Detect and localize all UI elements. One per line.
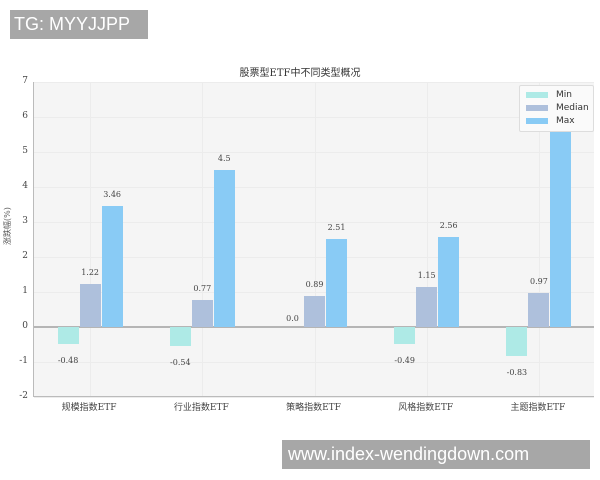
bar-max <box>550 99 572 327</box>
value-label: 3.46 <box>103 189 121 199</box>
legend: Min Median Max <box>519 85 594 132</box>
y-axis-label: 涨跌幅(%) <box>3 207 12 245</box>
value-label: 4.5 <box>217 153 231 163</box>
x-tick-label: 行业指数ETF <box>173 403 229 413</box>
zero-line <box>34 326 594 328</box>
grid-line <box>34 152 594 153</box>
watermark-bottom: www.index-wendingdown.com <box>282 440 590 469</box>
bar-max <box>101 205 123 327</box>
bar-max <box>438 237 460 327</box>
value-label: 0.77 <box>193 284 212 294</box>
value-label: -0.54 <box>170 357 191 367</box>
bar-median <box>528 293 550 327</box>
value-label: -0.48 <box>57 355 79 365</box>
grid-line <box>34 117 594 118</box>
legend-label: Min <box>556 90 572 100</box>
bar-median <box>304 295 325 327</box>
bar-min <box>394 327 416 345</box>
grid-line <box>426 82 428 396</box>
value-label: -0.49 <box>394 356 415 366</box>
value-label: -0.83 <box>506 368 528 378</box>
grid-line <box>90 82 92 396</box>
y-tick-label: 4 <box>22 181 28 191</box>
grid-line <box>34 187 594 188</box>
grid-line <box>34 397 594 398</box>
grid-line <box>538 82 540 396</box>
value-label: 1.22 <box>81 268 99 278</box>
x-tick-label: 规模指数ETF <box>61 403 117 413</box>
y-tick-label: 0 <box>22 321 28 331</box>
bar-max <box>326 239 347 327</box>
grid-line <box>202 82 204 396</box>
legend-swatch <box>526 117 548 124</box>
grid-line <box>34 82 594 83</box>
y-tick-label: -1 <box>19 356 28 366</box>
value-label: 0.0 <box>286 314 299 323</box>
y-tick-label: 5 <box>22 146 28 156</box>
legend-label: Max <box>556 116 575 126</box>
y-tick-label: 3 <box>22 216 28 226</box>
bar-min <box>506 327 528 357</box>
y-tick-label: 1 <box>22 286 28 296</box>
bar-median <box>191 300 213 327</box>
value-label: 1.15 <box>417 270 436 280</box>
watermark-top: TG: MYYJJPP <box>10 10 148 39</box>
legend-swatch <box>526 104 548 111</box>
value-label: 2.56 <box>439 221 458 231</box>
y-tick-label: 7 <box>22 76 28 86</box>
y-tick-label: -2 <box>19 391 28 401</box>
y-tick-label: 2 <box>22 251 28 261</box>
legend-swatch <box>526 91 548 98</box>
value-label: 2.51 <box>327 223 346 233</box>
bar-median <box>79 284 101 327</box>
bar-min <box>169 327 191 346</box>
x-tick-label: 主题指数ETF <box>510 403 566 413</box>
grid-line <box>314 82 316 396</box>
grid-line <box>34 362 594 363</box>
value-label: 0.89 <box>305 279 324 289</box>
grid-line <box>34 222 594 223</box>
bar-median <box>416 286 438 327</box>
grid-line <box>34 292 594 293</box>
y-tick-label: 6 <box>22 111 28 121</box>
value-label: 0.97 <box>529 277 548 287</box>
x-tick-label: 风格指数ETF <box>398 403 454 413</box>
x-tick-label: 策略指数ETF <box>286 403 341 413</box>
legend-item-median: Median <box>526 102 589 114</box>
legend-label: Median <box>556 103 589 113</box>
legend-item-max: Max <box>526 115 575 127</box>
legend-item-min: Min <box>526 89 572 101</box>
chart-title: 股票型ETF中不同类型概况 <box>239 68 361 79</box>
plot-area: -0.48 1.22 3.46 -0.54 0.77 4.5 0.0 0.89 2.51 -0.4… <box>33 82 594 398</box>
grid-line <box>34 257 594 258</box>
bar-min <box>57 327 79 344</box>
bar-max <box>213 169 235 327</box>
